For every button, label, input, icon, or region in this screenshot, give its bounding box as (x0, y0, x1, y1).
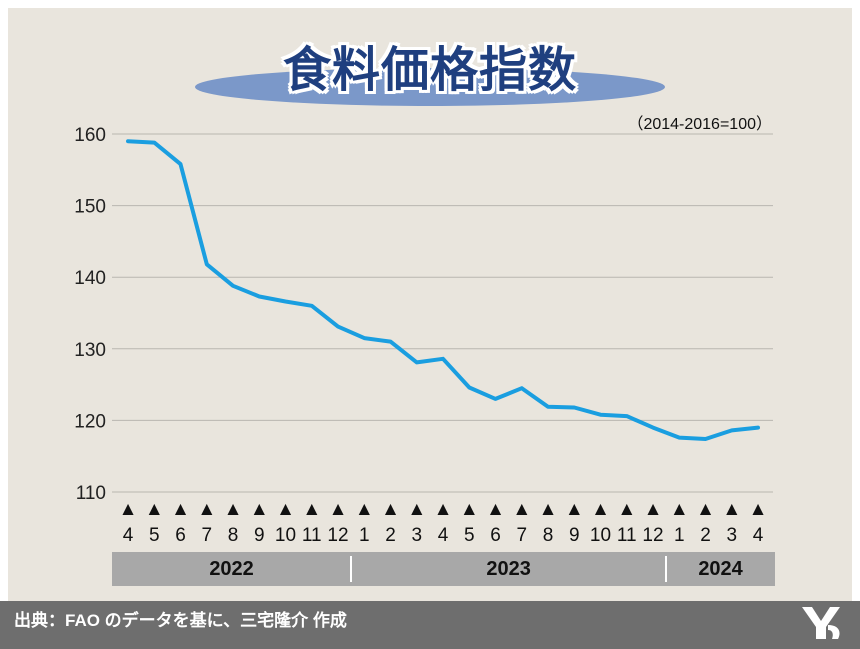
x-tick-label: 12 (642, 525, 663, 546)
year-divider (350, 556, 353, 582)
chart-panel (8, 8, 852, 601)
x-tick-label: 3 (726, 525, 737, 546)
x-tick-label: 5 (149, 525, 160, 546)
y-tick-label: 120 (74, 411, 106, 432)
x-tick-label: 8 (543, 525, 554, 546)
y-tick-label: 160 (74, 125, 106, 146)
x-tick-label: 12 (327, 525, 348, 546)
x-marker: ▲ (119, 499, 138, 520)
grid-lines (112, 133, 773, 493)
x-tick-label: 2 (700, 525, 711, 546)
x-marker: ▲ (434, 499, 453, 520)
x-marker: ▲ (696, 499, 715, 520)
y-tick-label: 130 (74, 340, 106, 361)
x-marker: ▲ (224, 499, 243, 520)
x-tick-label: 4 (753, 525, 764, 546)
y-tick-label: 140 (74, 268, 106, 289)
x-marker: ▲ (512, 499, 531, 520)
x-marker: ▲ (749, 499, 768, 520)
year-divider (665, 556, 668, 582)
x-tick-label: 5 (464, 525, 475, 546)
x-tick-label: 1 (674, 525, 685, 546)
x-tick-label: 9 (569, 525, 580, 546)
x-tick-label: 7 (516, 525, 527, 546)
x-marker: ▲ (197, 499, 216, 520)
x-tick-label: 6 (175, 525, 186, 546)
chart-title: 食料価格指数 (282, 42, 577, 98)
y-axis-ticks: 160 150 140 130 120 110 (74, 125, 106, 504)
x-tick-label: 4 (438, 525, 449, 546)
x-marker: ▲ (617, 499, 636, 520)
x-marker: ▲ (171, 499, 190, 520)
x-marker: ▲ (302, 499, 321, 520)
x-marker: ▲ (407, 499, 426, 520)
source-note: 出典：FAO のデータを基に、三宅隆介 作成 (14, 611, 347, 630)
x-tick-label: 11 (617, 525, 637, 546)
series-group (126, 139, 760, 441)
year-bar: 2022 2023 2024 (112, 552, 775, 586)
x-marker: ▲ (722, 499, 741, 520)
x-marker: ▲ (486, 499, 505, 520)
x-axis-markers: ▲ ▲ ▲ ▲ ▲ ▲ ▲ ▲ ▲ ▲ ▲ ▲ ▲ ▲ ▲ ▲ ▲ ▲ ▲ ▲ ▲ ▲ ▲ ▲ ▲ (119, 499, 768, 520)
x-tick-label: 9 (254, 525, 265, 546)
x-marker: ▲ (460, 499, 479, 520)
x-tick-label: 10 (275, 525, 296, 546)
year-label: 2022 (209, 558, 254, 580)
x-marker: ▲ (539, 499, 558, 520)
unit-note: （2014-2016=100） (627, 116, 772, 133)
x-marker: ▲ (670, 499, 689, 520)
x-marker: ▲ (565, 499, 584, 520)
footer: 出典：FAO のデータを基に、三宅隆介 作成 (0, 601, 860, 649)
x-marker: ▲ (381, 499, 400, 520)
year-label: 2024 (698, 558, 743, 580)
x-marker: ▲ (276, 499, 295, 520)
series-line (126, 139, 760, 441)
x-marker: ▲ (355, 499, 374, 520)
x-marker: ▲ (250, 499, 269, 520)
x-tick-label: 1 (359, 525, 370, 546)
x-tick-label: 11 (302, 525, 322, 546)
x-tick-label: 2 (385, 525, 396, 546)
x-marker: ▲ (644, 499, 663, 520)
x-tick-label: 10 (590, 525, 611, 546)
year-label: 2023 (486, 558, 531, 580)
x-tick-label: 3 (411, 525, 422, 546)
x-tick-label: 7 (201, 525, 212, 546)
title-ellipse (195, 68, 665, 106)
x-axis-ticks: 4 5 6 7 8 9 10 11 12 1 2 3 4 5 6 7 8 9 10 11 12 1 2 3 4 (123, 525, 764, 546)
x-marker: ▲ (145, 499, 164, 520)
brand-logo-icon (802, 607, 840, 639)
x-tick-label: 6 (490, 525, 501, 546)
y-tick-label: 150 (74, 197, 106, 218)
y-tick-label: 110 (76, 483, 106, 504)
x-tick-label: 8 (228, 525, 239, 546)
x-tick-label: 4 (123, 525, 134, 546)
x-marker: ▲ (329, 499, 348, 520)
x-marker: ▲ (591, 499, 610, 520)
